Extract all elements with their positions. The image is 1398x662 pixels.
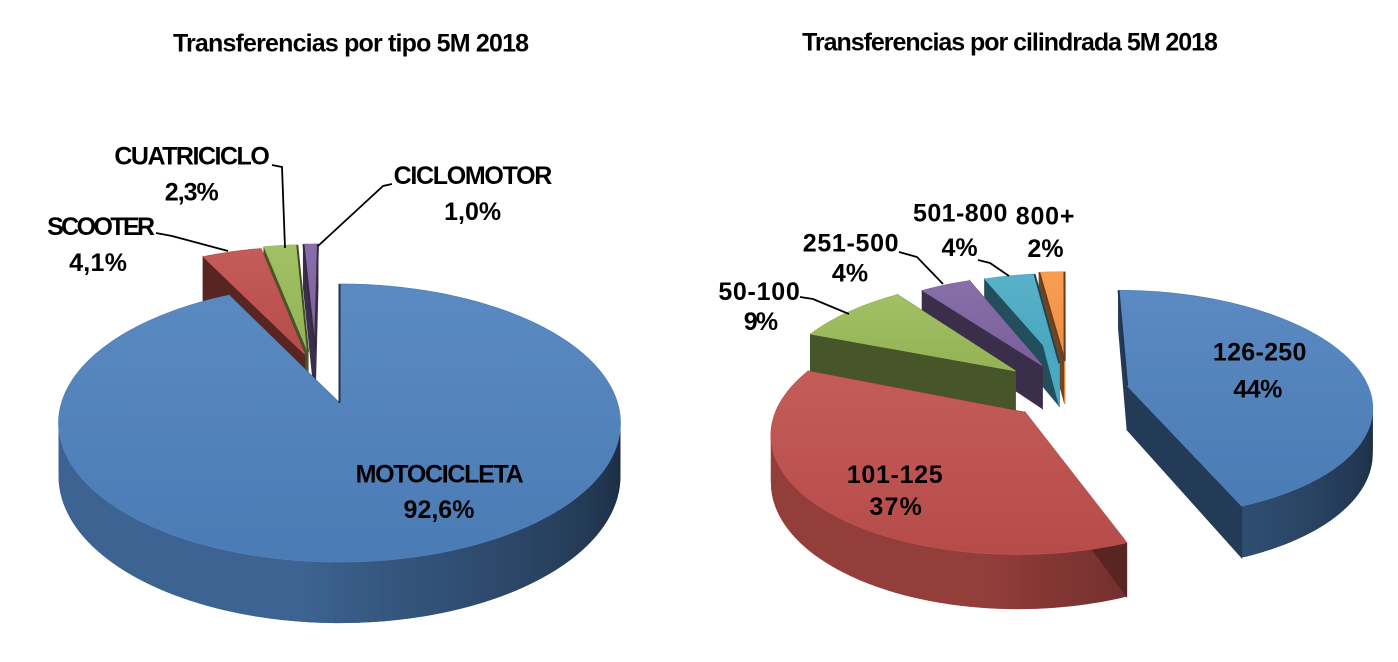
svg-text:37%: 37% <box>869 493 923 521</box>
svg-text:MOTOCICLETA: MOTOCICLETA <box>356 460 524 488</box>
svg-text:Transferencias por tipo 5M 201: Transferencias por tipo 5M 2018 <box>173 30 529 58</box>
svg-text:1,0%: 1,0% <box>444 198 501 226</box>
svg-text:126-250: 126-250 <box>1213 339 1307 367</box>
svg-text:CICLOMOTOR: CICLOMOTOR <box>394 162 553 190</box>
svg-text:800+: 800+ <box>1016 203 1075 231</box>
svg-text:101-125: 101-125 <box>847 461 943 489</box>
svg-text:2%: 2% <box>1027 235 1063 263</box>
svg-text:92,6%: 92,6% <box>404 496 475 524</box>
svg-text:Transferencias por cilindrada: Transferencias por cilindrada 5M 2018 <box>802 29 1218 57</box>
svg-text:501-800: 501-800 <box>913 200 1008 228</box>
svg-text:251-500: 251-500 <box>803 230 900 258</box>
svg-text:2,3%: 2,3% <box>165 178 219 206</box>
svg-text:SCOOTER: SCOOTER <box>47 213 155 241</box>
svg-text:4%: 4% <box>832 260 868 288</box>
svg-text:4,1%: 4,1% <box>69 249 127 277</box>
svg-text:50-100: 50-100 <box>718 278 800 306</box>
svg-text:4%: 4% <box>942 234 978 262</box>
svg-text:CUATRICICLO: CUATRICICLO <box>114 143 269 171</box>
svg-text:9%: 9% <box>744 308 778 336</box>
svg-text:44%: 44% <box>1233 376 1282 404</box>
